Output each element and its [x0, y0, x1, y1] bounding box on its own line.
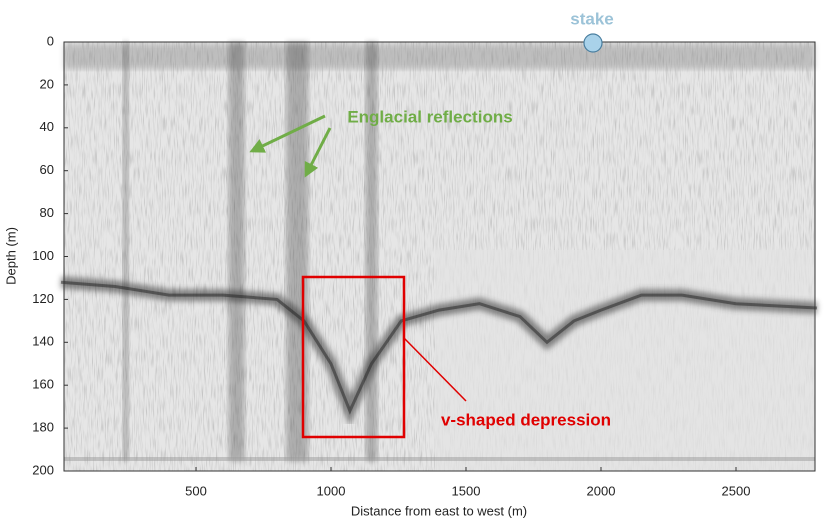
radar-streak: [229, 42, 245, 461]
y-tick-label: 200: [32, 462, 54, 477]
y-tick-label: 100: [32, 248, 54, 263]
y-tick-label: 80: [40, 205, 54, 220]
y-tick-label: 20: [40, 76, 54, 91]
x-tick-label: 1500: [452, 483, 481, 498]
y-tick-label: 0: [47, 33, 54, 48]
stake-label: stake: [570, 9, 613, 28]
bottom-band: [64, 457, 815, 461]
x-tick-label: 500: [185, 483, 207, 498]
radar-right-fade: [435, 250, 815, 471]
y-tick-label: 160: [32, 377, 54, 392]
chart: Depth (m) Distance from east to west (m)…: [0, 0, 829, 522]
y-tick-label: 140: [32, 334, 54, 349]
y-axis-label: Depth (m): [3, 227, 18, 285]
y-tick-label: 60: [40, 162, 54, 177]
depression-label: v-shaped depression: [441, 410, 611, 429]
stake-marker: [584, 34, 602, 52]
radar-streak: [286, 42, 308, 461]
x-tick-label: 2500: [722, 483, 751, 498]
x-axis-label: Distance from east to west (m): [351, 503, 527, 518]
radargram: [61, 42, 817, 471]
page: Depth (m) Distance from east to west (m)…: [0, 0, 829, 522]
x-tick-label: 1000: [317, 483, 346, 498]
radar-streak: [123, 42, 129, 461]
y-tick-label: 40: [40, 119, 54, 134]
x-tick-label: 2000: [587, 483, 616, 498]
englacial-label: Englacial reflections: [347, 107, 512, 126]
y-tick-label: 120: [32, 291, 54, 306]
y-tick-label: 180: [32, 420, 54, 435]
radar-streak: [366, 42, 378, 461]
radar-top-band: [64, 44, 815, 69]
